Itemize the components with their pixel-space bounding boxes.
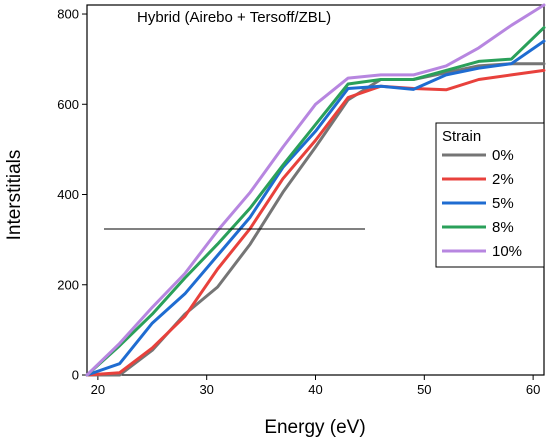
legend-label: 8%: [492, 219, 514, 236]
series-line-8pct: [85, 26, 546, 377]
y-axis-title: Interstitials: [4, 150, 25, 241]
legend-label: 2%: [492, 171, 514, 188]
x-axis-title: Energy (eV): [264, 417, 365, 438]
series-line-5pct: [85, 39, 546, 377]
y-tick-label: 400: [57, 187, 79, 202]
legend-box: [435, 122, 545, 268]
x-tick-label: 60: [526, 382, 540, 397]
legend-label: 0%: [492, 147, 514, 164]
series-line-2pct: [85, 68, 546, 377]
x-tick-label: 20: [91, 382, 105, 397]
chart-title: Hybrid (Airebo + Tersoff/ZBL): [137, 9, 331, 26]
legend-label: 10%: [492, 243, 522, 260]
legend-label: 5%: [492, 195, 514, 212]
x-tick-label: 40: [308, 382, 322, 397]
y-tick-label: 200: [57, 277, 79, 292]
y-tick-label: 800: [57, 7, 79, 22]
legend-title: Strain: [442, 128, 481, 145]
x-tick-label: 50: [417, 382, 431, 397]
legend: Strain 0% 2% 5% 8% 10%: [435, 122, 545, 268]
series-line-10pct: [85, 3, 546, 377]
y-tick-label: 600: [57, 97, 79, 112]
y-tick-label: 0: [72, 368, 79, 383]
x-tick-label: 30: [199, 382, 213, 397]
